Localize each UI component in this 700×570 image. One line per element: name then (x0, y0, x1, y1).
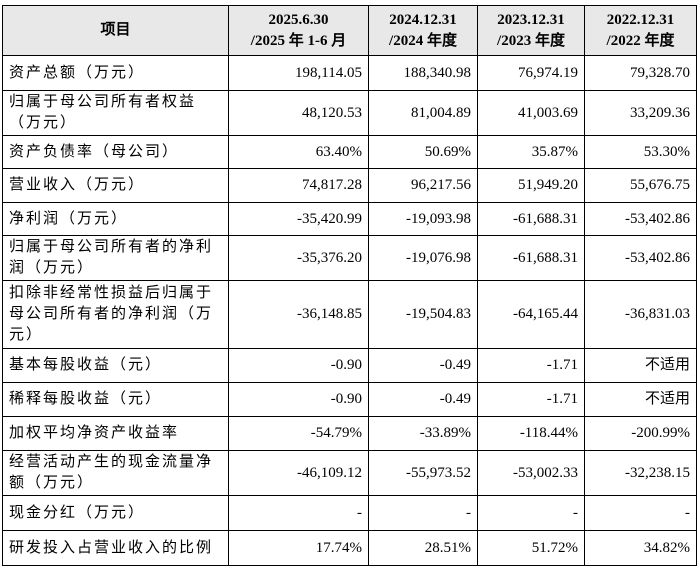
data-row: 资产负债率（母公司） 63.40% 50.69% 35.87% 53.30% (2, 135, 697, 169)
header-line: 项目 (100, 22, 131, 38)
cell-value: 35.87% (477, 135, 585, 169)
financial-table: 项目 2025.6.30/2025 年 1-6 月 2024.12.31/2024 … (2, 5, 697, 566)
cell-value: 76,974.19 (477, 55, 585, 91)
cell-value: 51.72% (477, 530, 585, 566)
cell-value: -200.99% (584, 416, 697, 451)
cell-value: -64,165.44 (477, 280, 585, 349)
header-line: 2022.12.31 (606, 11, 675, 28)
cell-value: -32,238.15 (584, 450, 697, 496)
row-label: 基本每股收益（元） (2, 348, 229, 383)
cell-value: 188,340.98 (368, 55, 478, 91)
cell-value: -61,688.31 (477, 235, 585, 281)
cell-value: 34.82% (584, 530, 697, 566)
cell-value: -61,688.31 (477, 202, 585, 236)
data-row: 扣除非经常性损益后归属于母公司所有者的净利润（万元） -36,148.85 -19,… (2, 280, 697, 349)
header-line: 2024.12.31 (389, 11, 457, 28)
row-label: 扣除非经常性损益后归属于母公司所有者的净利润（万元） (2, 280, 229, 349)
header-line: /2024 年度 (389, 32, 457, 49)
row-label: 加权平均净资产收益率 (2, 416, 229, 451)
header-cell: 2025.6.30/2025 年 1-6 月 (228, 5, 369, 56)
data-row: 资产总额（万元） 198,114.05 188,340.98 76,974.19 79,… (2, 55, 697, 91)
row-label: 研发投入占营业收入的比例 (2, 530, 229, 566)
cell-value: -0.90 (228, 348, 369, 383)
cell-value: -53,402.86 (584, 235, 697, 281)
data-row: 经营活动产生的现金流量净额（万元） -46,109.12 -55,973.52 -53… (2, 450, 697, 496)
cell-value: -1.71 (477, 348, 585, 383)
table-body: 资产总额（万元） 198,114.05 188,340.98 76,974.19 79,… (2, 55, 697, 566)
header-cell: 2022.12.31/2022 年度 (584, 5, 697, 56)
cell-value: 48,120.53 (228, 90, 369, 136)
cell-value: 53.30% (584, 135, 697, 169)
cell-value: 17.74% (228, 530, 369, 566)
cell-value: -36,831.03 (584, 280, 697, 349)
cell-value: -0.49 (368, 382, 478, 417)
header-cell: 2024.12.31/2024 年度 (368, 5, 478, 56)
header-line: /2025 年 1-6 月 (250, 32, 347, 49)
cell-value: -33.89% (368, 416, 478, 451)
cell-value: 74,817.28 (228, 168, 369, 203)
row-label: 营业收入（万元） (2, 168, 229, 203)
cell-value: - (584, 495, 697, 531)
cell-value: -53,402.86 (584, 202, 697, 236)
row-label: 净利润（万元） (2, 202, 229, 236)
cell-value: -19,093.98 (368, 202, 478, 236)
cell-value: - (368, 495, 478, 531)
cell-value: 63.40% (228, 135, 369, 169)
cell-value: 33,209.36 (584, 90, 697, 136)
cell-value: -19,504.83 (368, 280, 478, 349)
header-cell: 项目 (2, 5, 229, 56)
data-row: 归属于母公司所有者权益（万元） 48,120.53 81,004.89 41,003.… (2, 90, 697, 136)
cell-value: -46,109.12 (228, 450, 369, 496)
row-label: 归属于母公司所有者权益（万元） (2, 90, 229, 136)
cell-value: -0.49 (368, 348, 478, 383)
cell-value: -0.90 (228, 382, 369, 417)
cell-value: -19,076.98 (368, 235, 478, 281)
cell-value: -35,376.20 (228, 235, 369, 281)
cell-value: 不适用 (584, 382, 697, 417)
row-label: 稀释每股收益（元） (2, 382, 229, 417)
row-label: 资产总额（万元） (2, 55, 229, 91)
cell-value: 50.69% (368, 135, 478, 169)
header-row: 项目 2025.6.30/2025 年 1-6 月 2024.12.31/2024 … (2, 5, 697, 56)
data-row: 净利润（万元） -35,420.99 -19,093.98 -61,688.31 -53… (2, 202, 697, 236)
row-label: 经营活动产生的现金流量净额（万元） (2, 450, 229, 496)
cell-value: -55,973.52 (368, 450, 478, 496)
cell-value: 51,949.20 (477, 168, 585, 203)
data-row: 加权平均净资产收益率 -54.79% -33.89% -118.44% -200.99% (2, 416, 697, 451)
cell-value: 41,003.69 (477, 90, 585, 136)
header-cell: 2023.12.31/2023 年度 (477, 5, 585, 56)
cell-value: 79,328.70 (584, 55, 697, 91)
cell-value: -53,002.33 (477, 450, 585, 496)
data-row: 现金分红（万元） - - - - (2, 495, 697, 531)
cell-value: -1.71 (477, 382, 585, 417)
data-row: 营业收入（万元） 74,817.28 96,217.56 51,949.20 55,67… (2, 168, 697, 203)
cell-value: - (228, 495, 369, 531)
cell-value: 不适用 (584, 348, 697, 383)
table-head: 项目 2025.6.30/2025 年 1-6 月 2024.12.31/2024 … (2, 5, 697, 56)
cell-value: -118.44% (477, 416, 585, 451)
cell-value: 55,676.75 (584, 168, 697, 203)
data-row: 稀释每股收益（元） -0.90 -0.49 -1.71 不适用 (2, 382, 697, 417)
cell-value: - (477, 495, 585, 531)
row-label: 资产负债率（母公司） (2, 135, 229, 169)
cell-value: 96,217.56 (368, 168, 478, 203)
header-line: /2022 年度 (606, 32, 675, 49)
header-line: 2025.6.30 (268, 11, 329, 28)
row-label: 现金分红（万元） (2, 495, 229, 531)
cell-value: -35,420.99 (228, 202, 369, 236)
cell-value: 28.51% (368, 530, 478, 566)
data-row: 研发投入占营业收入的比例 17.74% 28.51% 51.72% 34.82% (2, 530, 697, 566)
cell-value: 198,114.05 (228, 55, 369, 91)
header-line: /2023 年度 (497, 32, 565, 49)
cell-value: -36,148.85 (228, 280, 369, 349)
cell-value: 81,004.89 (368, 90, 478, 136)
cell-value: -54.79% (228, 416, 369, 451)
row-label: 归属于母公司所有者的净利润（万元） (2, 235, 229, 281)
data-row: 归属于母公司所有者的净利润（万元） -35,376.20 -19,076.98 -61… (2, 235, 697, 281)
header-line: 2023.12.31 (497, 11, 565, 28)
data-row: 基本每股收益（元） -0.90 -0.49 -1.71 不适用 (2, 348, 697, 383)
